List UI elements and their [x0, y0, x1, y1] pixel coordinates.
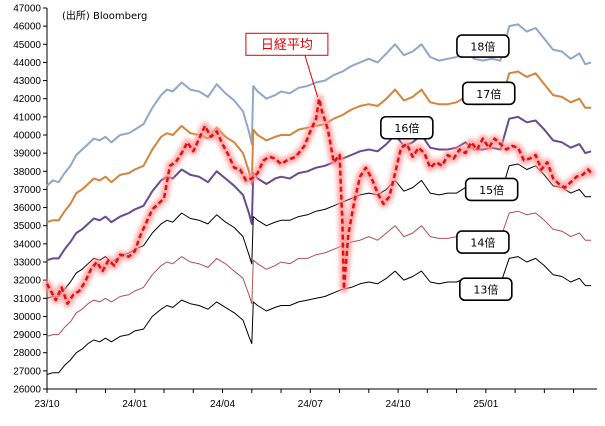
y-axis: 26000 27000 28000 29000 30000 31000 32000 33000…	[13, 4, 48, 396]
x-tick-label: 24/04	[210, 399, 235, 410]
y-tick-label: 44000	[13, 58, 41, 69]
y-tick-label: 30000	[13, 312, 41, 323]
y-tick-label: 29000	[13, 330, 41, 341]
label-18x: 18倍	[470, 40, 495, 54]
label-nikkei: 日経平均	[261, 38, 313, 53]
y-tick-label: 27000	[13, 366, 41, 377]
series-nikkei-line	[45, 97, 593, 305]
y-tick-label: 46000	[13, 22, 41, 33]
y-tick-label: 35000	[13, 221, 41, 232]
label-17x: 17倍	[476, 87, 501, 101]
series-18x-line	[46, 23, 592, 187]
y-tick-label: 31000	[13, 294, 41, 305]
series-16x-line	[46, 115, 592, 262]
y-tick-label: 40000	[13, 131, 41, 142]
y-tick-label: 45000	[13, 40, 41, 51]
label-nikkei-pointer	[304, 55, 319, 98]
label-13x-box	[459, 277, 513, 302]
y-tick-label: 43000	[13, 76, 41, 87]
y-tick-label: 38000	[13, 167, 41, 178]
x-tick-label: 25/01	[473, 399, 498, 410]
x-tick-label: 23/10	[34, 399, 59, 410]
x-tick-label: 24/07	[298, 399, 323, 410]
y-tick-label: 32000	[13, 276, 41, 287]
x-tick-label: 24/10	[386, 399, 411, 410]
label-16x-box	[380, 115, 434, 140]
y-tick-label: 34000	[13, 239, 41, 250]
label-17x-box	[461, 81, 516, 106]
label-15x-box	[464, 177, 519, 202]
y-tick-label: 47000	[13, 4, 41, 15]
label-16x: 16倍	[394, 121, 419, 135]
label-18x-box	[456, 34, 510, 58]
label-13x: 13倍	[473, 283, 498, 297]
y-tick-label: 28000	[13, 348, 41, 359]
y-tick-label: 42000	[13, 94, 41, 105]
label-14x-box	[456, 230, 510, 254]
y-tick-label: 37000	[13, 185, 41, 196]
label-14x: 14倍	[470, 236, 495, 250]
series-labels: 18倍 17倍 16倍 15倍 14倍 13倍 日経平均	[245, 32, 519, 302]
label-15x: 15倍	[479, 183, 504, 197]
y-tick-label: 39000	[13, 149, 41, 160]
source-label: (出所) Bloomberg	[62, 9, 147, 22]
y-tick-label: 36000	[13, 203, 41, 214]
y-tick-label: 41000	[13, 112, 41, 123]
series-14x-line	[46, 210, 592, 337]
x-tick-label: 24/01	[122, 399, 147, 410]
x-axis: 23/10 24/01 24/04 24/07 24/10 25/01	[34, 388, 597, 410]
label-nikkei-box	[245, 32, 329, 56]
y-tick-label: 33000	[13, 258, 41, 269]
series-13x-line	[46, 256, 592, 375]
y-tick-label: 26000	[13, 385, 41, 396]
